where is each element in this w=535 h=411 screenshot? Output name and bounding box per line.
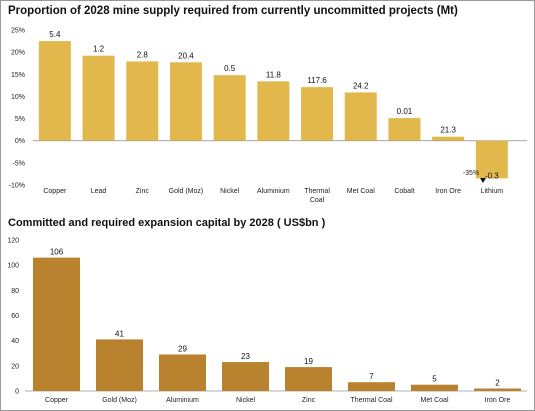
bar-zinc xyxy=(285,367,332,391)
bar-lithium xyxy=(475,140,508,179)
data-label: 5.4 xyxy=(49,30,61,39)
category-label: Met Coal xyxy=(347,188,375,195)
y-tick-label: -10% xyxy=(9,183,25,190)
down-arrow-icon xyxy=(480,178,486,183)
category-label: Iron Ore xyxy=(435,188,461,195)
data-label: 21.3 xyxy=(440,126,456,135)
category-label: Nickel xyxy=(236,397,256,404)
y-tick-label: 25% xyxy=(11,28,25,35)
category-label: Aluminium xyxy=(166,397,199,404)
y-tick-label: -5% xyxy=(13,160,25,167)
bar-nickel xyxy=(213,75,246,141)
category-label: Thermal xyxy=(304,188,330,195)
y-tick-label: 100 xyxy=(7,263,19,270)
category-label: Met Coal xyxy=(420,397,448,404)
y-tick-label: 80 xyxy=(11,288,19,295)
data-label: -0.3 xyxy=(485,171,499,180)
category-label: Iron Ore xyxy=(485,397,511,404)
category-label: Cobalt xyxy=(394,188,414,195)
category-label: Thermal Coal xyxy=(350,397,392,404)
annotation-label: -35% xyxy=(463,170,479,177)
bar-cobalt xyxy=(388,118,421,141)
y-tick-label: 20 xyxy=(11,363,19,370)
supply-proportion-chart: 25% 20% 15% 10% 5% 0% -5% -10% 5.4 Copper 1.2 Lead 2… xyxy=(9,28,527,204)
category-label: Coal xyxy=(310,197,325,204)
data-label: 0.01 xyxy=(397,107,413,116)
category-label: Copper xyxy=(45,397,69,404)
bar-zinc xyxy=(126,61,159,141)
data-label: 23 xyxy=(241,352,250,361)
bar-thermal-coal xyxy=(348,382,395,391)
category-label: Gold (Moz) xyxy=(169,188,204,195)
data-label: 5 xyxy=(432,375,437,384)
bar-iron-ore xyxy=(432,136,465,141)
category-label: Lead xyxy=(91,188,107,195)
y-tick-label: 20% xyxy=(11,50,25,57)
category-label: Zinc xyxy=(136,188,150,195)
y-tick-label: 5% xyxy=(15,116,25,123)
chart2-title: Committed and required expansion capital… xyxy=(8,217,326,229)
y-tick-label: 0% xyxy=(15,138,25,145)
data-label: 11.8 xyxy=(266,70,282,79)
data-label: 41 xyxy=(115,329,124,338)
category-label: Zinc xyxy=(302,397,316,404)
bar-copper xyxy=(33,257,80,391)
bar-gold-moz- xyxy=(96,339,143,391)
bar-met-coal xyxy=(344,92,377,141)
category-label: Aluminium xyxy=(257,188,290,195)
y-tick-label: 120 xyxy=(7,238,19,245)
bar-met-coal xyxy=(411,384,458,391)
bar-nickel xyxy=(222,362,269,391)
y-tick-label: 15% xyxy=(11,72,25,79)
bar-thermal-coal xyxy=(301,87,334,141)
data-label: 24.2 xyxy=(353,81,369,90)
bar-aluminium xyxy=(159,354,206,391)
chart1-title: Proportion of 2028 mine supply required … xyxy=(8,5,458,17)
data-label: 1.2 xyxy=(93,45,105,54)
data-label: 0.5 xyxy=(224,64,236,73)
y-tick-label: 10% xyxy=(11,94,25,101)
data-label: 2.8 xyxy=(137,50,149,59)
bar-gold-moz- xyxy=(169,62,202,141)
bar-copper xyxy=(38,41,71,141)
y-tick-label: 60 xyxy=(11,313,19,320)
category-label: Nickel xyxy=(220,188,240,195)
data-label: 20.4 xyxy=(178,51,194,60)
category-label: Copper xyxy=(43,188,67,195)
data-label: 2 xyxy=(495,378,500,387)
data-label: 29 xyxy=(178,345,187,354)
data-label: 7 xyxy=(369,372,374,381)
category-label: Lithium xyxy=(481,188,504,195)
bar-lead xyxy=(82,55,115,141)
bar-aluminium xyxy=(257,81,290,141)
data-label: 117.6 xyxy=(307,76,327,85)
data-label: 19 xyxy=(304,357,313,366)
data-label: 106 xyxy=(50,248,64,257)
bar-iron-ore xyxy=(474,388,521,391)
y-tick-label: 40 xyxy=(11,338,19,345)
category-label: Gold (Moz) xyxy=(102,397,137,404)
y-tick-label: 0 xyxy=(15,389,19,396)
